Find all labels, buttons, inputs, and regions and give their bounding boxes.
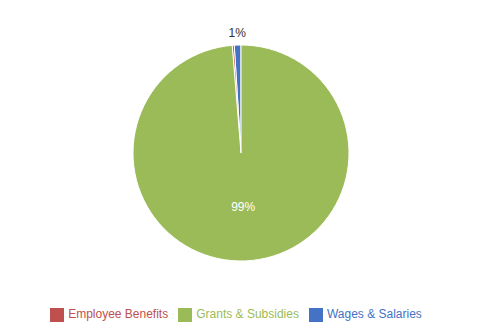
svg-text:99%: 99% bbox=[231, 200, 255, 214]
html-text:Employee Benefits: Employee Benefits bbox=[68, 307, 169, 322]
svg-text:1%: 1% bbox=[229, 26, 247, 40]
html-text:Grants & Subsidies: Grants & Subsidies bbox=[196, 307, 299, 322]
html-text:Wages & Salaries: Wages & Salaries bbox=[326, 307, 422, 322]
